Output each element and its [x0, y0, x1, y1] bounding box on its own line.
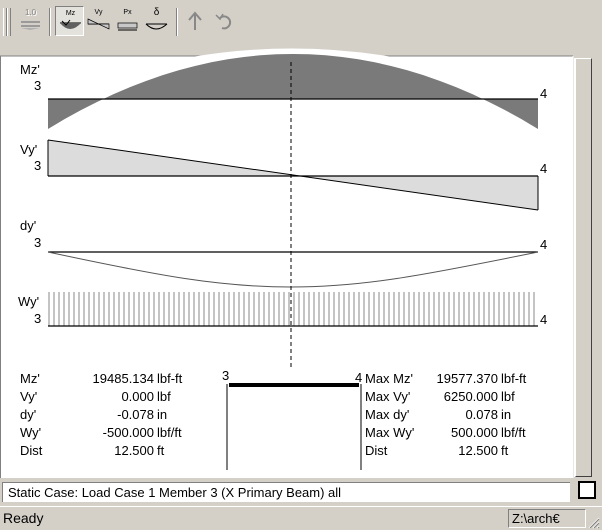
max-readout-value: 0.078 [465, 407, 498, 422]
max-readout-unit: lbf/ft [501, 425, 526, 440]
max-readout-value: 19577.370 [436, 371, 498, 386]
readout-row: dy' -0.078 in [0, 406, 226, 424]
max-readout-row: Max Vy' 6250.000 lbf [362, 388, 572, 406]
max-readout-row: Max Wy' 500.000 lbf/ft [362, 424, 572, 442]
max-readout-value: 12.500 [458, 443, 498, 458]
max-readout-row: Dist 12.500 ft [362, 442, 572, 460]
shear-diagram: Vy' 3 4 [20, 139, 547, 211]
max-readout-label: Dist [365, 443, 388, 458]
max-readout-row: Max dy' 0.078 in [362, 406, 572, 424]
readout-row: Wy' -500.000 lbf/ft [0, 424, 226, 442]
readout-row: Mz' 19485.134 lbf-ft [0, 370, 226, 388]
toolbar-grip-2[interactable] [7, 8, 11, 36]
load-hatch [48, 292, 535, 326]
max-readout-label: Max dy' [365, 407, 410, 422]
axial-px-caption: Px [123, 9, 132, 16]
diagram-panel: Mz' 3 4 Vy' 3 4 dy' 3 4 Wy' 3 [0, 44, 602, 478]
member-view: 3 4 [222, 368, 362, 470]
max-readout-unit: ft [501, 443, 509, 458]
member-view-start-node: 3 [222, 368, 229, 383]
max-readout-label: Max Wy' [365, 425, 415, 440]
readout-unit: lbf-ft [157, 371, 183, 386]
readout-label: Wy' [20, 425, 42, 440]
resize-grip-icon[interactable] [588, 517, 600, 529]
readout-value: -500.000 [102, 425, 154, 440]
moment-mz-icon [60, 19, 81, 29]
readout-row: Dist 12.500 ft [0, 442, 226, 460]
toolbar-separator [49, 8, 51, 36]
moment-mz-caption: Mz [65, 10, 76, 17]
member-view-end-node: 4 [355, 370, 362, 385]
readout-value: -0.078 [117, 407, 154, 422]
deflection-caption: δ [153, 7, 160, 18]
readout-value: 0.000 [121, 389, 154, 404]
plot-background [0, 56, 573, 478]
shear-vy-icon [87, 18, 110, 30]
vertical-scrollbar[interactable] [574, 58, 592, 477]
right-readout: Max Mz' 19577.370 lbf-ft Max Vy' 6250.00… [362, 370, 572, 474]
readout-row: Vy' 0.000 lbf [0, 388, 226, 406]
deflection-end-node: 4 [540, 237, 547, 252]
readout-value: 19485.134 [92, 371, 154, 386]
moment-end-node: 4 [540, 86, 547, 101]
shear-vy-button[interactable]: Vy [84, 6, 113, 36]
load-diagram: Wy' 3 4 [18, 292, 547, 327]
load-label: Wy' [18, 294, 39, 309]
undo-button[interactable] [210, 6, 239, 36]
readout-unit: ft [157, 443, 165, 458]
max-readout-unit: lbf-ft [501, 371, 527, 386]
beam-scale-icon [21, 21, 40, 30]
readout-label: Vy' [20, 389, 38, 404]
moment-start-node: 3 [34, 78, 41, 93]
readout-unit: lbf/ft [157, 425, 182, 440]
beam-scale-button[interactable]: 1.0 [16, 6, 45, 36]
max-readout-unit: in [501, 407, 512, 422]
static-case-label: Static Case: Load Case 1 Member 3 (X Pri… [2, 482, 570, 502]
shear-end-node: 4 [540, 161, 547, 176]
scrollbar-thumb[interactable] [575, 58, 592, 477]
readout-unit: in [157, 407, 168, 422]
axial-px-button[interactable]: Px [113, 6, 142, 36]
shear-label: Vy' [20, 142, 37, 157]
deflection-label: dy' [20, 218, 36, 233]
moment-mz-button[interactable]: Mz [55, 6, 84, 36]
left-readout: Mz' 19485.134 lbf-ft Vy' 0.000 lbf dy' -… [0, 370, 226, 474]
status-path: Z:\arch€ [508, 509, 586, 528]
up-arrow-icon [188, 11, 202, 30]
moment-diagram: Mz' 3 4 [20, 48, 547, 129]
readout-value: 12.500 [114, 443, 154, 458]
toolbar-separator-2 [176, 8, 178, 36]
load-start-node: 3 [34, 311, 41, 326]
moment-area [48, 54, 538, 129]
up-arrow-button[interactable] [181, 6, 210, 36]
corner-box[interactable] [578, 481, 596, 499]
member-diagrams: Mz' 3 4 Vy' 3 4 dy' 3 4 Wy' 3 [0, 48, 574, 478]
max-readout-unit: lbf [501, 389, 515, 404]
max-readout-value: 500.000 [451, 425, 498, 440]
readout-label: Dist [20, 443, 43, 458]
moment-label: Mz' [20, 62, 40, 77]
max-readout-label: Max Mz' [365, 371, 413, 386]
load-end-node: 4 [540, 312, 547, 327]
readout-unit: lbf [157, 389, 171, 404]
undo-icon [215, 13, 232, 30]
deflection-button[interactable]: δ [142, 6, 171, 36]
status-bar: Ready Z:\arch€ [0, 506, 602, 530]
status-text: Ready [3, 510, 44, 526]
max-readout-label: Max Vy' [365, 389, 411, 404]
deflection-icon [145, 23, 168, 30]
shear-line [47, 139, 539, 211]
max-readout-value: 6250.000 [443, 389, 498, 404]
shear-start-node: 3 [34, 158, 41, 173]
axial-px-icon [117, 22, 138, 31]
toolbar: 1.0 Mz Vy Px δ [0, 0, 602, 44]
shear-vy-caption: Vy [94, 9, 103, 16]
toolbar-grip[interactable] [3, 8, 7, 36]
max-readout-row: Max Mz' 19577.370 lbf-ft [362, 370, 572, 388]
readout-label: Mz' [20, 371, 40, 386]
deflection-start-node: 3 [34, 235, 41, 250]
beam-scale-caption: 1.0 [24, 8, 37, 17]
readout-label: dy' [20, 407, 37, 422]
